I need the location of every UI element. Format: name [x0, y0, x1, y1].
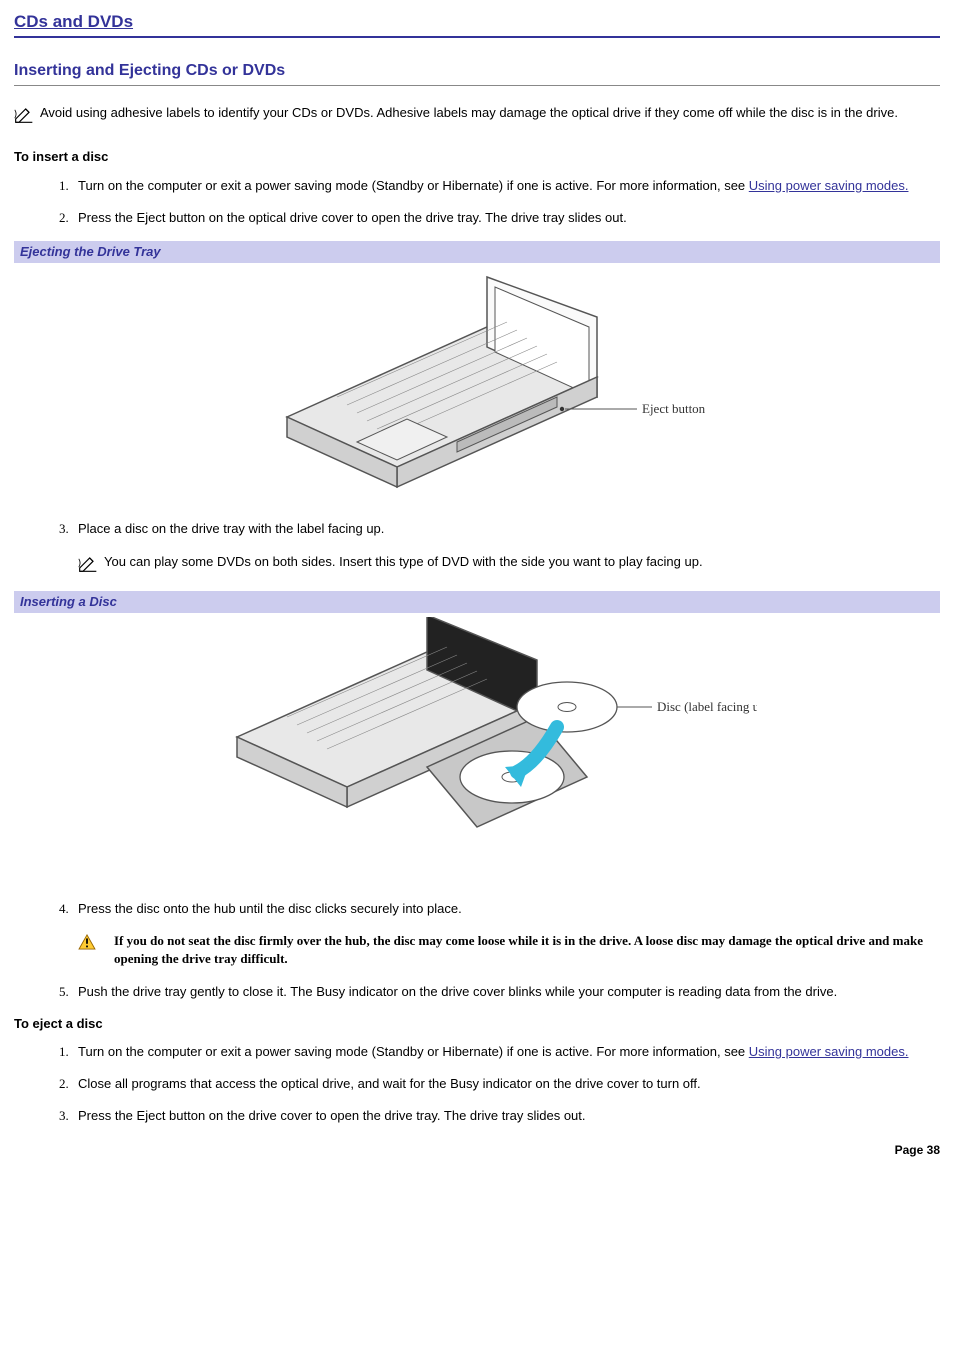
insert-steps-list: Turn on the computer or exit a power sav…: [14, 177, 940, 227]
insert-steps-list-cont2: Press the disc onto the hub until the di…: [14, 900, 940, 1001]
warning-seat-disc-text: If you do not seat the disc firmly over …: [114, 932, 940, 968]
link-power-saving-modes[interactable]: Using power saving modes.: [749, 178, 909, 193]
note-dvd-both-sides-text: You can play some DVDs on both sides. In…: [104, 553, 703, 571]
figure-caption-ejecting: Ejecting the Drive Tray: [14, 241, 940, 263]
link-power-saving-modes[interactable]: Using power saving modes.: [749, 1044, 909, 1059]
insert-step-5: Push the drive tray gently to close it. …: [72, 983, 940, 1001]
note-dvd-both-sides: You can play some DVDs on both sides. In…: [78, 553, 940, 577]
eject-step-3: Press the Eject button on the drive cove…: [72, 1107, 940, 1125]
figure-label-eject-button: Eject button: [642, 401, 706, 416]
warning-seat-disc: If you do not seat the disc firmly over …: [78, 932, 940, 968]
insert-step-4-text: Press the disc onto the hub until the di…: [78, 901, 462, 916]
section-title: Inserting and Ejecting CDs or DVDs: [14, 60, 940, 82]
eject-step-1: Turn on the computer or exit a power sav…: [72, 1043, 940, 1061]
page-title: CDs and DVDs: [14, 10, 940, 34]
insert-step-2-text: Press the Eject button on the optical dr…: [78, 210, 627, 225]
figure-ejecting-tray: Eject button: [14, 267, 940, 502]
insert-step-3-text: Place a disc on the drive tray with the …: [78, 521, 384, 536]
insert-step-1-text: Turn on the computer or exit a power sav…: [78, 178, 749, 193]
eject-step-3-text: Press the Eject button on the drive cove…: [78, 1108, 586, 1123]
note-adhesive-text: Avoid using adhesive labels to identify …: [40, 104, 898, 122]
heading-to-insert: To insert a disc: [14, 148, 940, 166]
insert-step-1: Turn on the computer or exit a power sav…: [72, 177, 940, 195]
figure-caption-inserting: Inserting a Disc: [14, 591, 940, 613]
pencil-note-icon: [14, 104, 34, 128]
figure-inserting-disc: Disc (label facing up): [14, 617, 940, 882]
insert-step-4: Press the disc onto the hub until the di…: [72, 900, 940, 969]
page-title-rule: [14, 36, 940, 38]
eject-step-2-text: Close all programs that access the optic…: [78, 1076, 701, 1091]
eject-step-1-text: Turn on the computer or exit a power sav…: [78, 1044, 749, 1059]
page-number: Page 38: [14, 1142, 940, 1159]
eject-steps-list: Turn on the computer or exit a power sav…: [14, 1043, 940, 1126]
insert-step-5-text: Push the drive tray gently to close it. …: [78, 984, 837, 999]
insert-steps-list-cont1: Place a disc on the drive tray with the …: [14, 520, 940, 576]
figure-label-disc-up: Disc (label facing up): [657, 699, 757, 714]
insert-step-2: Press the Eject button on the optical dr…: [72, 209, 940, 227]
warning-triangle-icon: [78, 932, 96, 955]
heading-to-eject: To eject a disc: [14, 1015, 940, 1033]
insert-step-3: Place a disc on the drive tray with the …: [72, 520, 940, 576]
note-adhesive: Avoid using adhesive labels to identify …: [14, 104, 940, 128]
section-title-rule: [14, 85, 940, 86]
eject-step-2: Close all programs that access the optic…: [72, 1075, 940, 1093]
pencil-note-icon: [78, 553, 98, 577]
